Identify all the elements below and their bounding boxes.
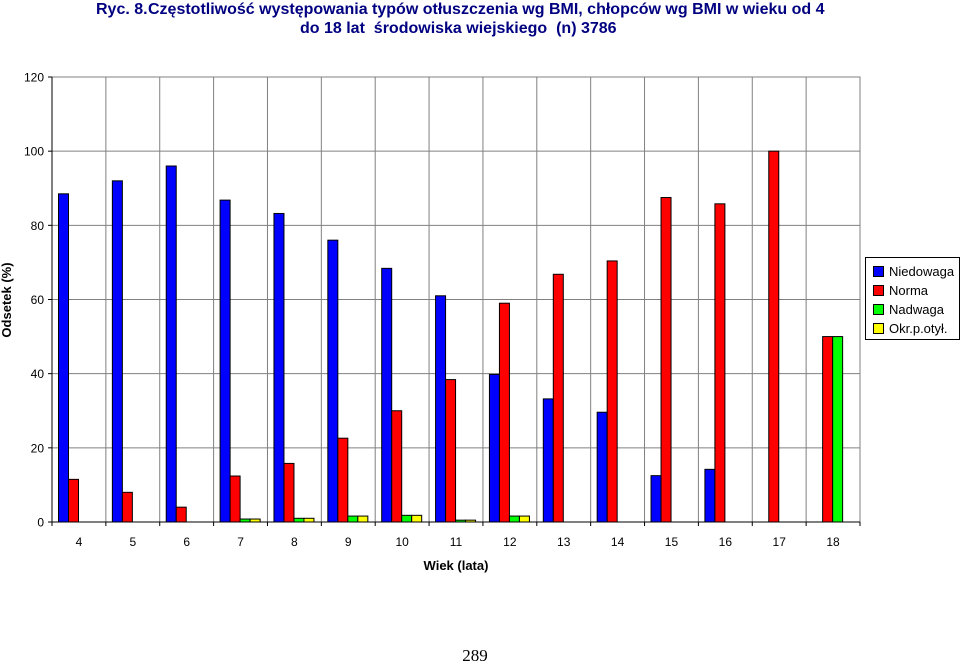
- axes: [48, 76, 861, 526]
- bar-norma-10: [391, 410, 403, 523]
- bar-niedowaga-4: [58, 193, 69, 523]
- x-tick-label: 6: [183, 535, 190, 549]
- legend-item: Nadwaga: [873, 300, 959, 319]
- bar-niedowaga-12: [488, 373, 500, 523]
- bar-okr-p-oty--10: [411, 514, 423, 523]
- x-tick-label: 5: [129, 535, 136, 549]
- x-tick-label: 11: [450, 535, 463, 549]
- y-tick-label: 80: [31, 219, 45, 233]
- legend-swatch: [873, 304, 884, 315]
- bar-okr-p-oty--12: [518, 515, 530, 523]
- bar-norma-11: [445, 379, 457, 523]
- bar-niedowaga-6: [165, 165, 177, 523]
- x-tick-label: 13: [557, 535, 571, 549]
- bar-niedowaga-15: [650, 475, 662, 523]
- x-tick-label: 15: [665, 535, 679, 549]
- x-axis-label: Wiek (lata): [424, 558, 489, 573]
- legend-label: Okr.p.otył.: [889, 321, 948, 336]
- bar-norma-12: [498, 302, 510, 523]
- bar-norma-8: [283, 462, 295, 523]
- bar-niedowaga-5: [111, 180, 123, 523]
- y-tick-label: 100: [24, 145, 44, 159]
- x-tick-label: 8: [291, 535, 298, 549]
- bar-norma-5: [121, 491, 133, 523]
- y-tick-label: 120: [24, 71, 44, 85]
- x-tick-label: 10: [395, 535, 409, 549]
- bar-chart: 0 20 40 60 80 100 120 4 5 6 7 8 9 10 11 12 13 14 15 16 17 18…: [0, 71, 861, 573]
- chart-title-line-2: do 18 lat środowiska wiejskiego (n) 3786: [300, 20, 617, 37]
- chart-title-text: Częstotliwość występowania typów otłuszc…: [148, 1, 825, 18]
- legend-label: Nadwaga: [889, 302, 944, 317]
- y-tick-label: 0: [37, 516, 44, 530]
- legend-label: Niedowaga: [889, 264, 955, 279]
- legend: Niedowaga Norma Nadwaga Okr.p.otył.: [865, 257, 960, 340]
- bar-nadwaga-8: [293, 517, 305, 523]
- bar-niedowaga-8: [273, 212, 285, 523]
- x-tick-label: 12: [503, 535, 517, 549]
- legend-item: Norma: [873, 281, 959, 300]
- bar-niedowaga-9: [327, 239, 339, 523]
- y-tick-labels: 0 20 40 60 80 100 120: [24, 71, 44, 530]
- bar-norma-13: [552, 273, 564, 523]
- legend-item: Okr.p.otył.: [873, 319, 959, 338]
- legend-swatch: [873, 285, 884, 296]
- x-tick-label: 14: [611, 535, 625, 549]
- bar-norma-18: [822, 336, 834, 523]
- bar-nadwaga-9: [347, 515, 359, 523]
- y-tick-label: 60: [31, 293, 45, 307]
- bar-norma-16: [714, 203, 726, 523]
- bar-niedowaga-16: [704, 468, 716, 523]
- bar-niedowaga-11: [435, 295, 447, 523]
- bar-okr-p-oty--9: [357, 515, 369, 523]
- chart-title-line-1: Ryc. 8. Częstotliwość występowania typów …: [0, 1, 960, 21]
- bar-norma-7: [229, 475, 241, 523]
- x-tick-labels: 4 5 6 7 8 9 10 11 12 13 14 15 16 17 18: [76, 535, 840, 549]
- bar-norma-14: [606, 260, 618, 523]
- legend-item: Niedowaga: [873, 262, 959, 281]
- x-tick-label: 18: [826, 535, 840, 549]
- bar-niedowaga-7: [219, 199, 231, 523]
- legend-swatch: [873, 266, 884, 277]
- figure-label: Ryc. 8.: [96, 1, 148, 18]
- bar-norma-6: [175, 506, 187, 523]
- legend-label: Norma: [889, 283, 929, 298]
- x-tick-label: 4: [76, 535, 83, 549]
- y-tick-label: 40: [31, 367, 45, 381]
- x-tick-label: 9: [345, 535, 352, 549]
- page-number: 289: [462, 646, 488, 665]
- bar-norma-4: [68, 478, 79, 523]
- y-tick-label: 20: [31, 441, 45, 455]
- x-tick-label: 7: [237, 535, 244, 549]
- bar-norma-17: [768, 150, 780, 523]
- bar-norma-9: [337, 437, 349, 523]
- bar-norma-15: [660, 197, 672, 523]
- bar-nadwaga-18: [832, 336, 844, 523]
- bar-nadwaga-10: [401, 514, 413, 523]
- bar-nadwaga-12: [508, 515, 520, 523]
- bar-niedowaga-10: [381, 267, 393, 523]
- y-axis-label: Odsetek (%): [0, 262, 14, 337]
- x-tick-label: 17: [773, 535, 787, 549]
- bar-okr-p-oty--8: [303, 517, 315, 523]
- legend-swatch: [873, 323, 884, 334]
- bars: [58, 150, 844, 523]
- x-tick-label: 16: [719, 535, 733, 549]
- bar-niedowaga-13: [542, 398, 554, 523]
- bar-niedowaga-14: [596, 411, 608, 523]
